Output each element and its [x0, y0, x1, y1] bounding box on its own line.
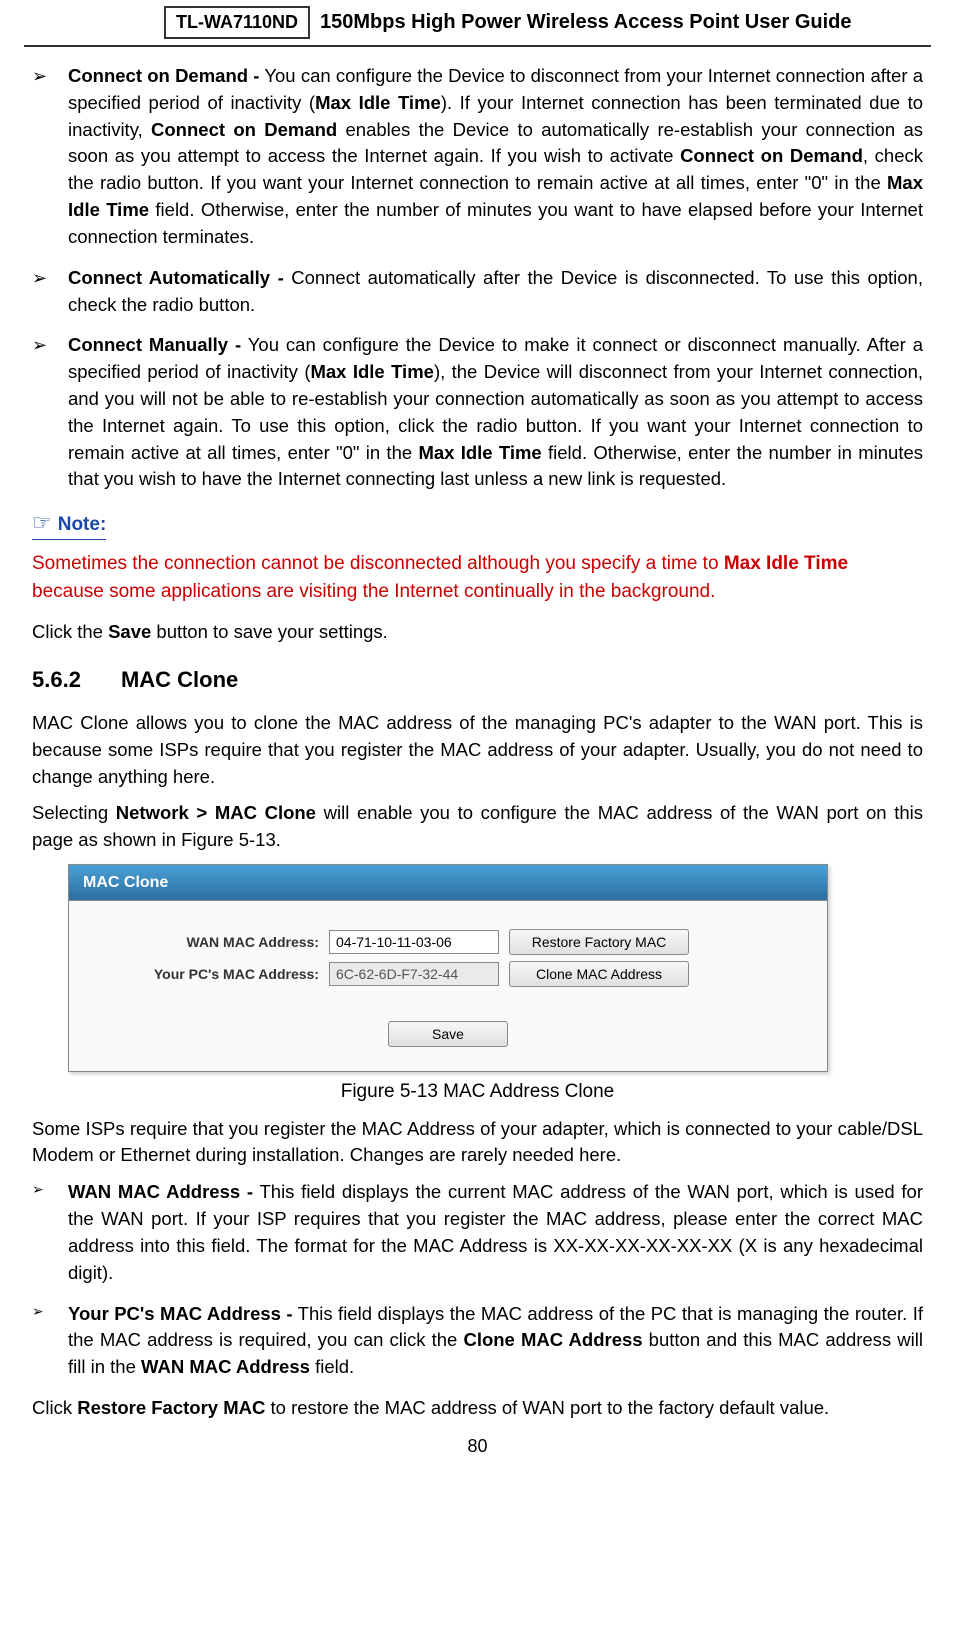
wan-mac-row: WAN MAC Address: Restore Factory MAC	[89, 929, 807, 955]
pc-mac-row: Your PC's MAC Address: Clone MAC Address	[89, 961, 807, 987]
restore-line: Click Restore Factory MAC to restore the…	[32, 1395, 923, 1422]
note-label: Note:	[58, 514, 107, 535]
pc-mac-input	[329, 962, 499, 986]
top-bullet-list: Connect on Demand - You can configure th…	[32, 63, 923, 493]
section-heading: 5.6.2 MAC Clone	[32, 664, 923, 696]
bullet-connect-manual: Connect Manually - You can configure the…	[32, 332, 923, 493]
section-number: 5.6.2	[32, 667, 81, 692]
save-button[interactable]: Save	[388, 1021, 508, 1047]
model-number: TL-WA7110ND	[164, 6, 310, 39]
save-row: Save	[89, 1021, 807, 1047]
bottom-bullet-list: WAN MAC Address - This field displays th…	[32, 1179, 923, 1381]
panel-body: WAN MAC Address: Restore Factory MAC You…	[69, 901, 827, 1071]
wan-mac-input[interactable]	[329, 930, 499, 954]
figure-caption: Figure 5-13 MAC Address Clone	[32, 1078, 923, 1106]
panel-title: MAC Clone	[69, 865, 827, 901]
section-title: MAC Clone	[121, 667, 238, 692]
mac-select-para: Selecting Network > MAC Clone will enabl…	[32, 800, 923, 854]
save-instruction: Click the Save button to save your setti…	[32, 619, 923, 646]
isp-line: Some ISPs require that you register the …	[32, 1116, 923, 1170]
note-text: Sometimes the connection cannot be disco…	[32, 550, 923, 605]
pc-mac-label: Your PC's MAC Address:	[89, 964, 319, 984]
wan-mac-label: WAN MAC Address:	[89, 932, 319, 952]
page: TL-WA7110ND 150Mbps High Power Wireless …	[0, 0, 955, 1465]
bullet-connect-on-demand: Connect on Demand - You can configure th…	[32, 63, 923, 251]
clone-mac-address-button[interactable]: Clone MAC Address	[509, 961, 689, 987]
page-header: TL-WA7110ND 150Mbps High Power Wireless …	[24, 0, 931, 47]
content-area: Connect on Demand - You can configure th…	[0, 47, 955, 1422]
note-block: ☞ Note:	[32, 507, 923, 540]
page-number: 80	[0, 1436, 955, 1465]
bullet-connect-auto: Connect Automatically - Connect automati…	[32, 265, 923, 319]
bullet-wan-mac-address: WAN MAC Address - This field displays th…	[32, 1179, 923, 1286]
doc-title: 150Mbps High Power Wireless Access Point…	[320, 11, 851, 34]
mac-clone-figure: MAC Clone WAN MAC Address: Restore Facto…	[68, 864, 828, 1072]
note-icon: ☞	[32, 510, 52, 535]
mac-intro: MAC Clone allows you to clone the MAC ad…	[32, 710, 923, 790]
restore-factory-mac-button[interactable]: Restore Factory MAC	[509, 929, 689, 955]
bullet-pc-mac-address: Your PC's MAC Address - This field displ…	[32, 1301, 923, 1381]
